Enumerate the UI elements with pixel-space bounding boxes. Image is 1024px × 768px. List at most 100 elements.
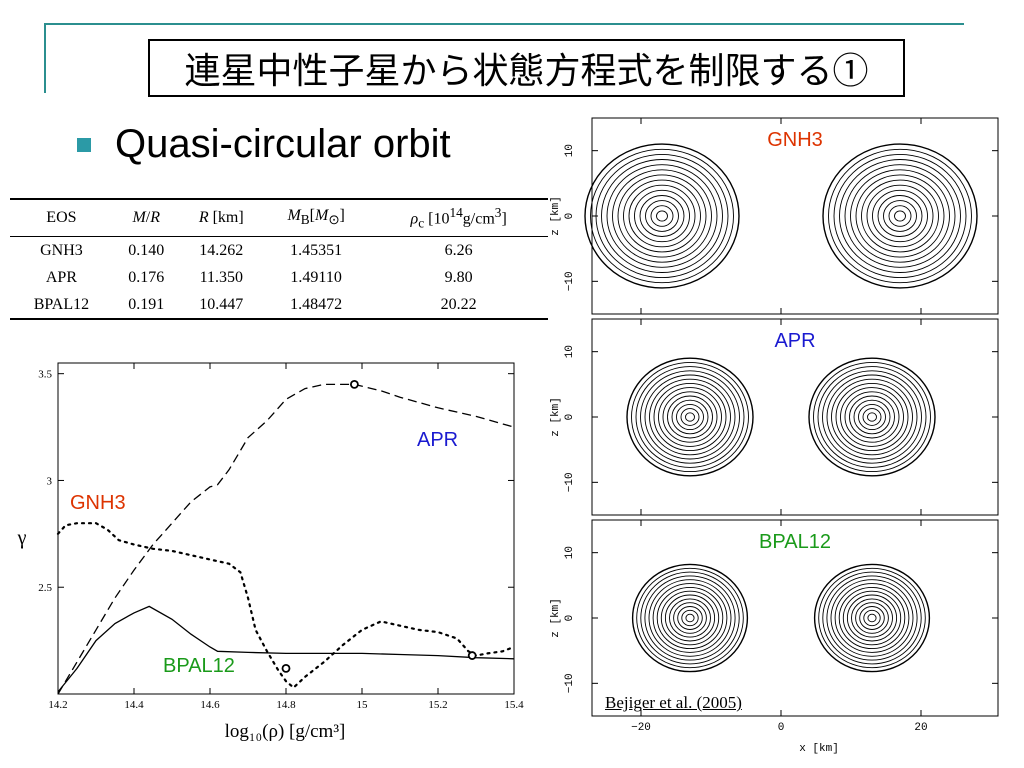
density-contour [883,200,917,232]
z-axis-label: z [km] [550,196,562,236]
density-contour [844,164,956,268]
density-contour [685,613,695,623]
table-cell: BPAL12 [33,295,90,313]
x-axis-label: log₁₀(ρ) [g/cm³] [225,721,346,742]
density-contour [660,590,720,646]
density-panel-gnh3: 10 0 −10 z [km] GNH3 [550,117,999,315]
y-tick-label: 3.5 [38,369,52,381]
table-cell: 0.191 [128,295,165,313]
table-cell: 14.262 [199,241,244,259]
density-contour [658,387,722,447]
z-axis-label: z [km] [550,598,562,638]
panel-label-apr: APR [774,330,815,352]
table-cell: 11.350 [199,268,243,286]
eos-table: EOS M/R R [km] MB[M⊙] ρc [1014g/cm3] GNH… [10,198,548,320]
density-contour [673,602,707,634]
panels-root: 10 0 −10 z [km] GNH3 10 0 −10 z [km] APR 10 0 −10 z [… [550,117,999,755]
x-tick-label: 14.8 [276,699,296,711]
density-contour [671,399,709,435]
density-contour [636,567,744,669]
header-eos: EOS [46,209,77,226]
density-contour [645,200,679,232]
density-contour [662,391,718,443]
x-tick-label: 14.6 [200,699,220,711]
table-cell: 1.48472 [290,295,343,313]
density-contour [840,387,904,447]
density-contour [846,594,898,642]
x-tick-label: 15.2 [428,699,447,711]
density-contour [623,179,701,253]
bottom-x-tick-labels: −20 0 20 [631,722,928,734]
density-contour [617,174,707,258]
density-contour [639,195,685,237]
density-contour [838,586,906,650]
density-contour [828,148,972,284]
density-contour [656,586,724,650]
density-contour [601,159,723,273]
x-tick-label: 14.4 [124,699,144,711]
density-contour [867,412,877,422]
table-cell: 9.80 [444,268,473,286]
density-contour [822,571,922,665]
neutron-star-contours [822,143,978,289]
neutron-star-contours [808,357,936,477]
apr-series-label: APR [417,429,458,451]
density-contour [656,210,668,222]
x-tick-label: 15.4 [504,699,524,711]
table-cell: 1.45351 [290,241,343,259]
plot-series [56,383,516,695]
density-contour [822,370,922,464]
density-contour [833,153,967,279]
density-contour [628,184,696,248]
density-contour [669,598,711,638]
density-contour [653,382,727,452]
density-contour [842,590,902,646]
panel-frame [591,117,999,315]
z-tick-label: 10 [564,546,576,559]
density-contour [644,575,736,661]
table-cell: 6.26 [444,241,473,259]
density-contour [877,195,923,237]
z-tick-label: −10 [564,271,576,291]
z-tick-label: 0 [564,414,576,421]
density-contour [826,575,918,661]
bullet-text: Quasi-circular orbit [115,122,451,166]
x-tick-label: 15 [357,699,369,711]
table-row: BPAL12 0.191 10.447 1.48472 20.22 [10,291,548,319]
neutron-star-contours [631,563,749,673]
density-contour [850,169,950,263]
neutron-star-contours [813,563,931,673]
density-contour [839,159,961,273]
y-tick-label: 3 [47,475,53,487]
z-axis-label: z [km] [550,397,562,437]
density-contour [851,598,893,638]
header-central-density: ρc [1014g/cm3] [410,204,507,231]
density-contour [635,366,745,468]
table-cell: 0.140 [128,241,165,259]
density-contour [853,399,891,435]
density-panel-bpal12: 10 0 −10 z [km] BPAL12 [550,519,999,717]
header-m-over-r: M/R [132,209,161,226]
density-contour [667,395,713,439]
density-contour [631,563,749,673]
density-contour [872,189,928,243]
density-contour [644,374,736,460]
density-contour [634,189,690,243]
density-contour [606,164,718,268]
density-contour [640,571,740,665]
panel-frame [591,519,999,717]
table-cell: 20.22 [440,295,477,313]
density-contour [831,378,913,456]
density-contour [894,210,906,222]
density-contour-panels: 10 0 −10 z [km] GNH3 10 0 −10 z [km] APR 10 0 −10 z [… [550,117,999,755]
x-tick-label: 14.2 [48,699,67,711]
slide-title: 連星中性子星から状態方程式を制限する① [148,39,905,97]
neutron-star-contours [626,357,754,477]
z-tick-label: 0 [564,615,576,622]
panel-label-gnh3: GNH3 [767,129,823,151]
density-contour [685,412,695,422]
density-contour [826,374,918,460]
density-contour [640,370,740,464]
table-row: APR 0.176 11.350 1.49110 9.80 [10,264,548,291]
density-contour [626,357,754,477]
